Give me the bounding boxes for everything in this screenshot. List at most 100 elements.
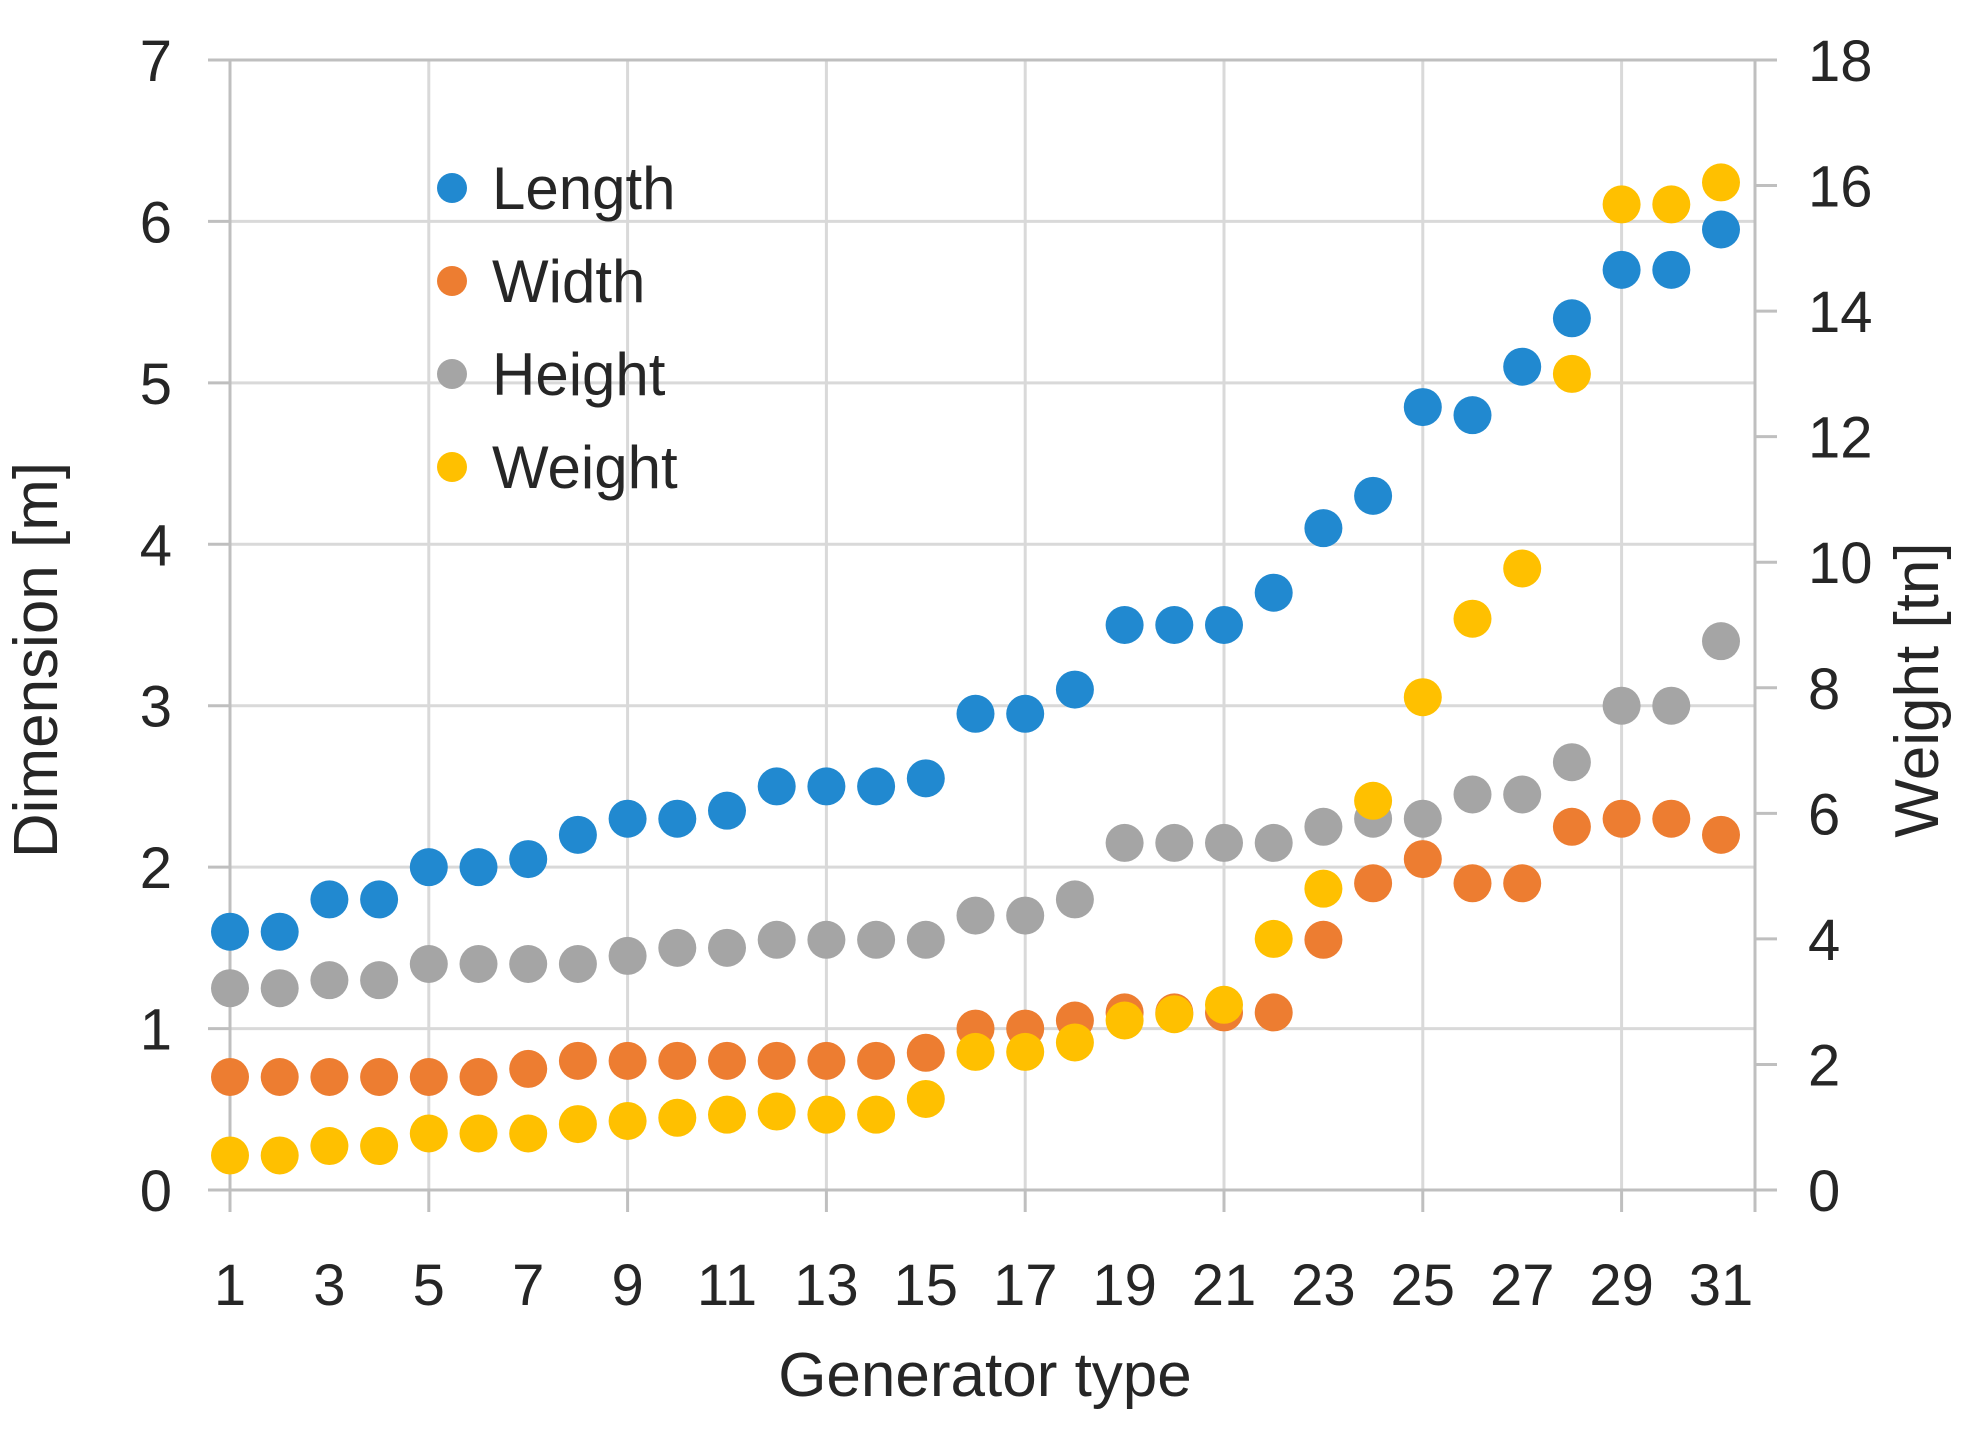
legend-marker-length (437, 173, 467, 203)
point-height-20 (1155, 823, 1194, 862)
point-length-1 (211, 912, 249, 951)
point-width-10 (658, 1041, 697, 1080)
point-height-5 (409, 945, 448, 983)
point-weight-17 (1006, 1032, 1045, 1071)
legend-label-weight: Weight (492, 434, 678, 501)
point-height-30 (1652, 686, 1691, 725)
point-height-4 (360, 961, 399, 1000)
point-length-10 (658, 799, 697, 838)
point-weight-25 (1403, 678, 1442, 717)
point-weight-22 (1254, 919, 1293, 958)
point-height-13 (807, 920, 846, 959)
left-axis-tick-label: 2 (140, 836, 172, 901)
point-length-6 (459, 848, 498, 887)
right-axis-tick-label: 10 (1808, 531, 1873, 596)
point-weight-19 (1105, 1001, 1144, 1040)
point-width-28 (1552, 807, 1591, 846)
point-length-26 (1453, 396, 1492, 435)
x-axis-tick-label: 31 (1689, 1253, 1754, 1318)
point-length-13 (807, 767, 846, 806)
x-axis-tick-label: 29 (1589, 1253, 1654, 1318)
point-weight-31 (1702, 163, 1740, 202)
point-weight-8 (558, 1105, 597, 1144)
point-width-27 (1503, 864, 1542, 903)
right-axis-tick-label: 6 (1808, 782, 1840, 847)
left-axis-tick-label: 1 (140, 998, 172, 1063)
point-length-9 (608, 799, 647, 838)
point-length-5 (409, 848, 448, 887)
point-length-28 (1552, 299, 1591, 338)
x-axis-tick-label: 7 (512, 1253, 544, 1318)
point-length-7 (509, 840, 548, 879)
point-height-7 (509, 945, 548, 983)
legend-marker-width (437, 266, 467, 296)
legend-label-height: Height (492, 341, 666, 408)
x-axis-tick-label: 27 (1490, 1253, 1555, 1318)
point-length-25 (1403, 388, 1442, 427)
point-height-14 (857, 920, 896, 959)
point-width-14 (857, 1041, 896, 1080)
left-axis-tick-label: 7 (140, 29, 172, 94)
legend-marker-height (437, 359, 467, 389)
point-length-23 (1304, 509, 1343, 548)
x-axis-tick-label: 13 (794, 1253, 859, 1318)
point-width-25 (1403, 840, 1442, 879)
right-axis-tick-label: 2 (1808, 1033, 1840, 1098)
left-axis-tick-label: 4 (140, 513, 172, 578)
x-axis-tick-label: 1 (214, 1253, 246, 1318)
point-width-8 (558, 1041, 597, 1080)
point-height-2 (260, 969, 299, 1008)
point-weight-26 (1453, 599, 1492, 638)
point-width-29 (1602, 799, 1641, 838)
point-length-27 (1503, 347, 1542, 386)
point-length-22 (1254, 573, 1293, 612)
point-weight-30 (1652, 185, 1691, 224)
point-width-6 (459, 1058, 498, 1096)
point-weight-16 (956, 1032, 995, 1071)
point-length-4 (360, 880, 399, 919)
point-height-25 (1403, 799, 1442, 838)
x-axis-tick-label: 5 (413, 1253, 445, 1318)
point-height-1 (211, 969, 249, 1008)
point-weight-12 (757, 1092, 796, 1131)
point-weight-6 (459, 1114, 498, 1153)
point-weight-29 (1602, 185, 1641, 224)
point-width-5 (409, 1058, 448, 1096)
point-length-30 (1652, 250, 1691, 289)
left-axis-tick-label: 3 (140, 675, 172, 740)
right-axis-tick-label: 18 (1808, 29, 1873, 94)
point-height-29 (1602, 686, 1641, 725)
point-weight-15 (906, 1079, 945, 1118)
legend-label-width: Width (492, 248, 645, 315)
point-width-4 (360, 1058, 399, 1096)
x-axis-title: Generator type (778, 1341, 1192, 1410)
legend-marker-weight (437, 452, 467, 482)
point-length-18 (1055, 670, 1094, 709)
point-weight-20 (1155, 995, 1194, 1034)
point-width-26 (1453, 864, 1492, 903)
point-weight-4 (360, 1127, 399, 1166)
point-length-3 (310, 880, 349, 919)
point-weight-10 (658, 1098, 697, 1137)
plot-area-border (228, 58, 1757, 1192)
point-height-23 (1304, 807, 1343, 846)
point-length-24 (1354, 476, 1393, 515)
point-height-8 (558, 945, 597, 983)
point-height-18 (1055, 880, 1094, 919)
axis-ticks (208, 58, 1777, 1212)
point-width-9 (608, 1041, 647, 1080)
point-length-17 (1006, 694, 1045, 733)
point-height-31 (1702, 622, 1740, 661)
point-weight-7 (509, 1114, 548, 1153)
point-weight-18 (1055, 1023, 1094, 1062)
x-axis-tick-label: 23 (1291, 1253, 1356, 1318)
legend-label-length: Length (492, 155, 676, 222)
legend: Length Width Height Weight (437, 155, 678, 501)
point-height-27 (1503, 775, 1542, 814)
y-axis-title-left: Dimension [m] (2, 462, 71, 858)
point-weight-13 (807, 1095, 846, 1134)
point-weight-23 (1304, 869, 1343, 908)
right-axis-tick-label: 16 (1808, 155, 1873, 220)
point-length-14 (857, 767, 896, 806)
